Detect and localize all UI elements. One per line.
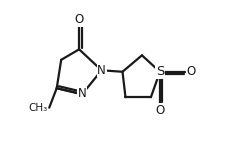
Text: S: S [156, 65, 164, 78]
Text: O: O [74, 13, 84, 26]
Text: CH₃: CH₃ [29, 103, 48, 113]
Text: N: N [78, 87, 87, 100]
Text: O: O [187, 65, 196, 78]
Text: O: O [155, 104, 164, 117]
Text: N: N [97, 64, 106, 77]
